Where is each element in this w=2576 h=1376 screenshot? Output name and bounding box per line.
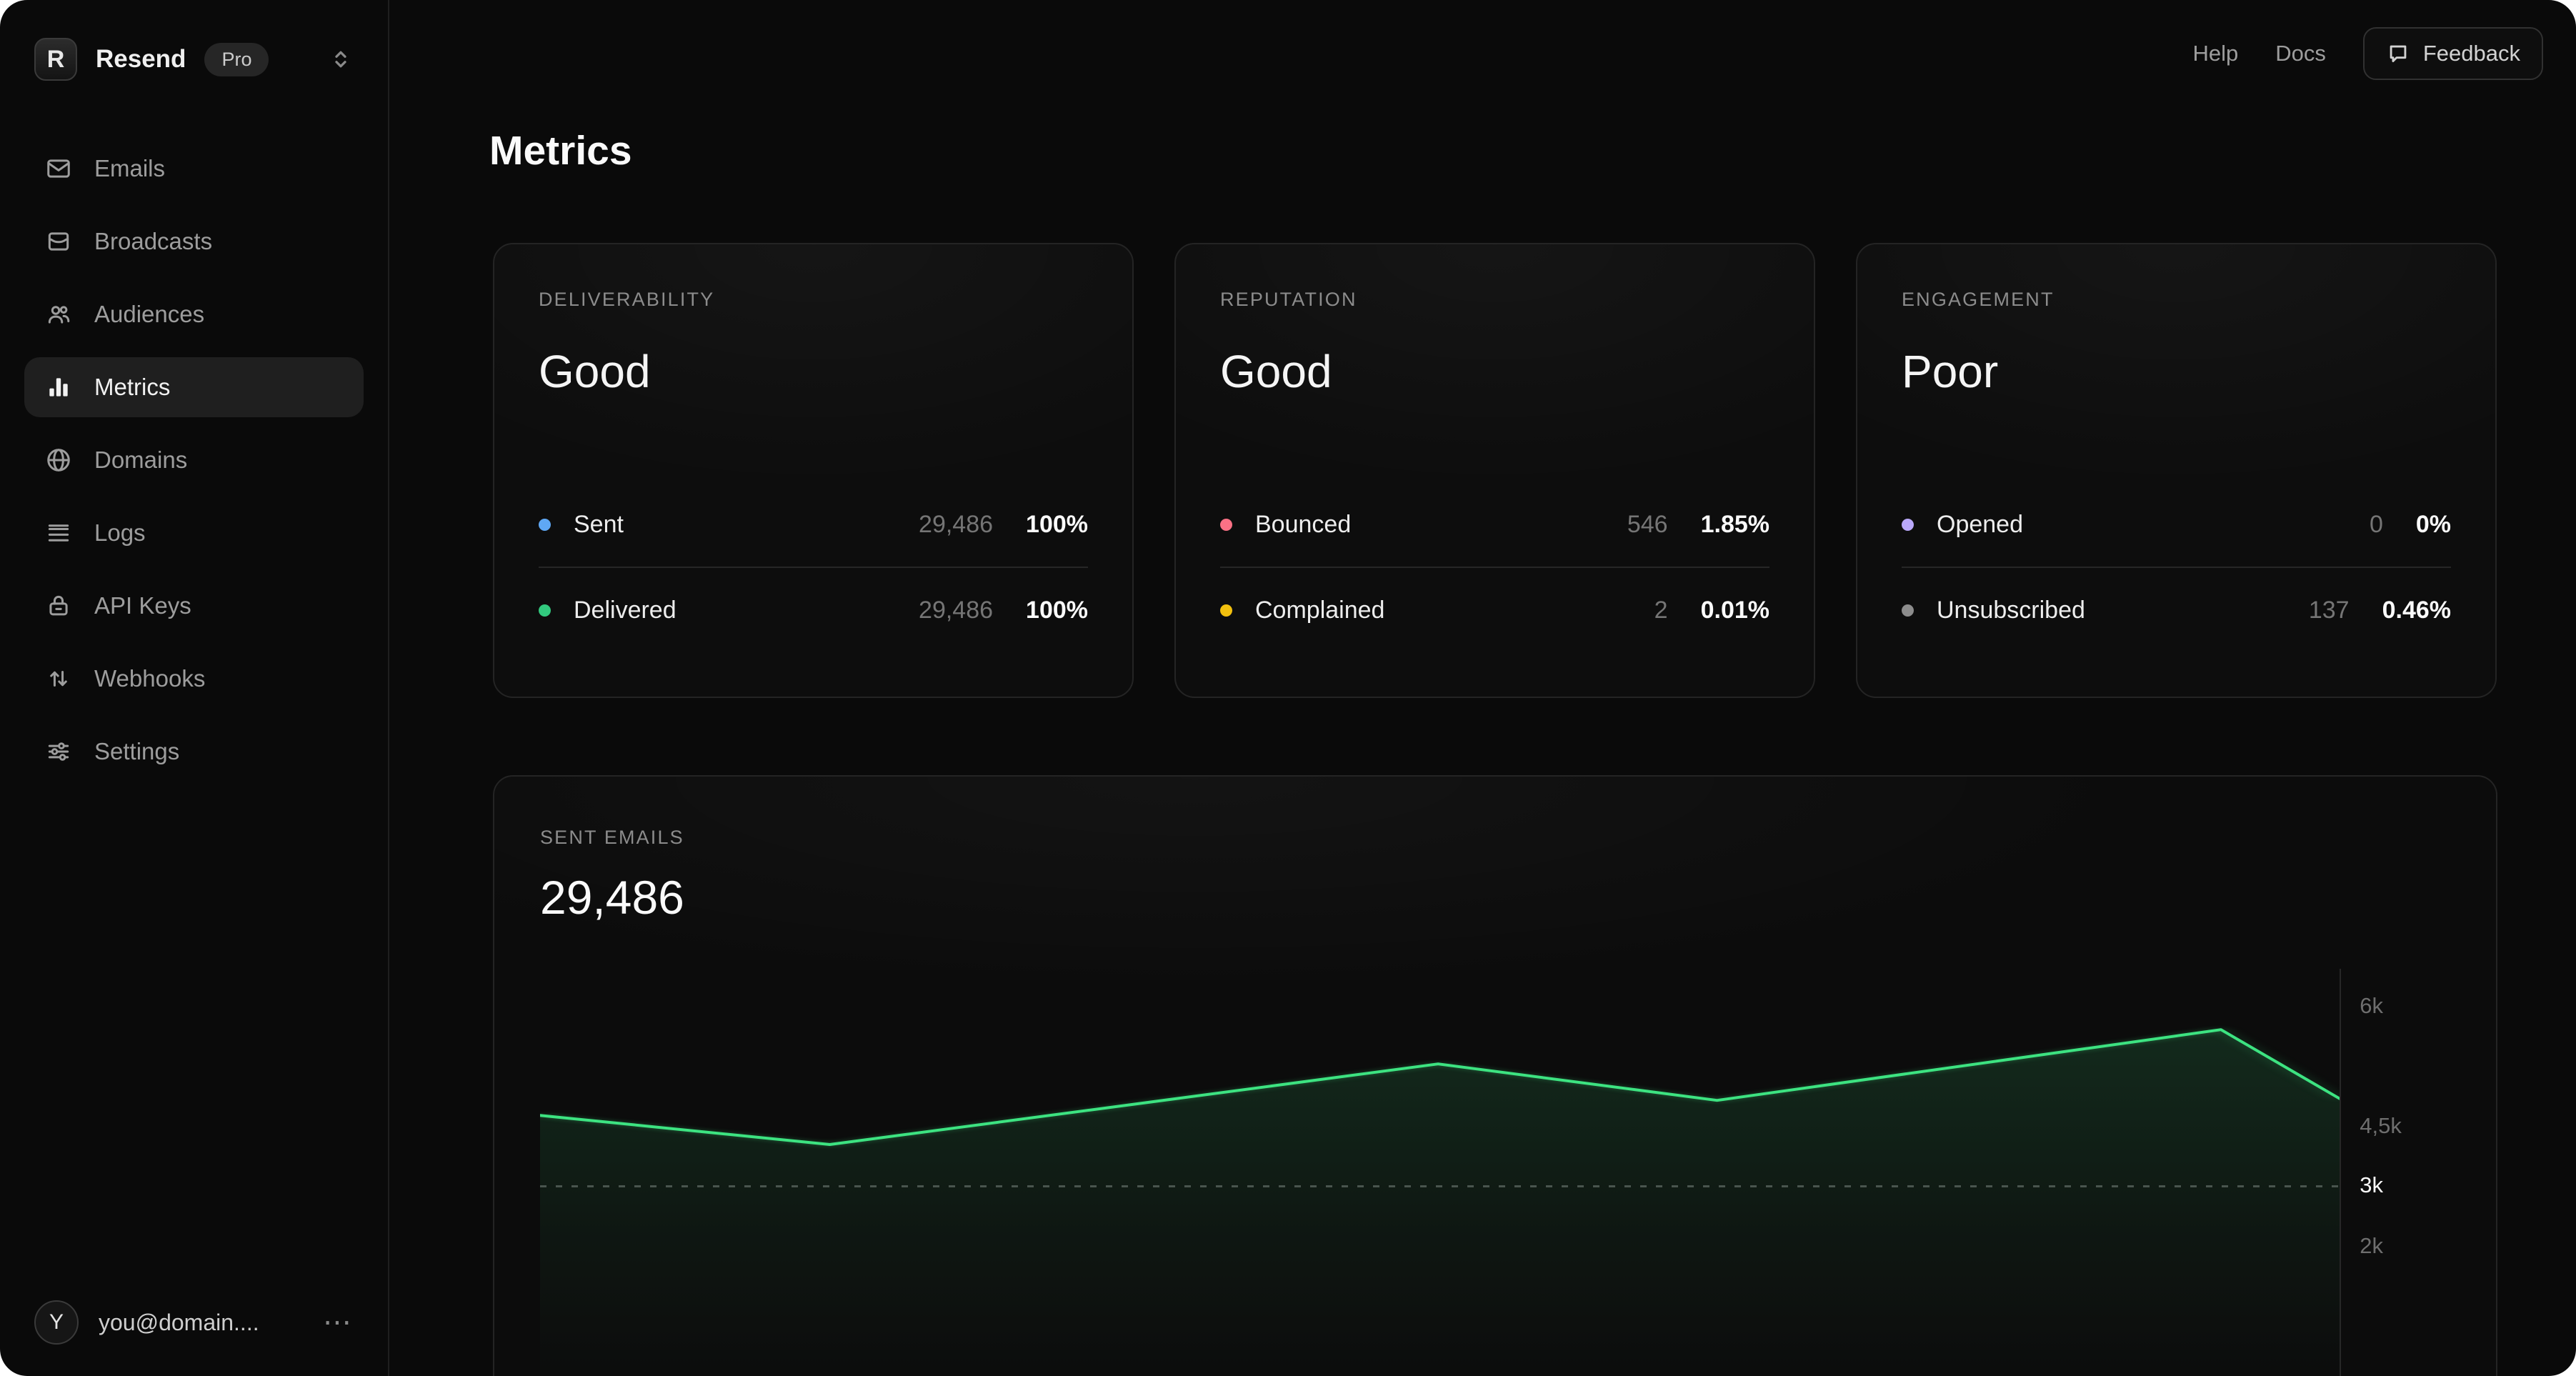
plan-badge: Pro (204, 42, 269, 76)
stat-row-unsubscribed: Unsubscribed 137 0.46% (1902, 568, 2451, 652)
y-tick-label: 3k (2360, 1172, 2383, 1197)
y-tick-label: 4,5k (2360, 1113, 2402, 1139)
metrics-icon (44, 373, 73, 402)
feedback-label: Feedback (2422, 41, 2520, 66)
sidebar-item-settings[interactable]: Settings (24, 722, 364, 782)
card-category: DELIVERABILITY (539, 289, 715, 310)
sidebar-item-label: Settings (94, 738, 180, 764)
legend-dot (1220, 604, 1232, 617)
chart-y-axis: 6k 4,5k 3k 2k (2340, 969, 2450, 1376)
sent-emails-chart: 6k 4,5k 3k 2k (540, 969, 2450, 1376)
summary-cards: DELIVERABILITY Good Sent 29,486 100% Del… (493, 243, 2576, 698)
divider (539, 567, 1088, 568)
sidebar-item-label: Domains (94, 447, 188, 473)
sidebar-item-label: Logs (94, 519, 146, 546)
sidebar-item-broadcasts[interactable]: Broadcasts (24, 211, 364, 271)
legend-dot (539, 604, 551, 617)
sidebar-item-label: Broadcasts (94, 228, 213, 254)
card-status: Poor (1902, 346, 1999, 397)
stat-row-opened: Opened 0 0% (1902, 482, 2451, 567)
sidebar-item-logs[interactable]: Logs (24, 503, 364, 563)
sidebar-item-label: Emails (94, 155, 166, 181)
card-status: Good (539, 346, 651, 397)
sidebar-item-emails[interactable]: Emails (24, 139, 364, 199)
brand-name: Resend (96, 45, 186, 73)
sent-emails-card: SENT EMAILS 29,486 (493, 775, 2497, 1376)
sidebar-item-domains[interactable]: Domains (24, 430, 364, 490)
divider (1902, 567, 2451, 568)
chart-line (540, 1029, 2340, 1145)
deliverability-card: DELIVERABILITY Good Sent 29,486 100% Del… (493, 243, 1134, 698)
y-tick-label: 6k (2360, 993, 2383, 1019)
docs-link[interactable]: Docs (2275, 41, 2326, 66)
sent-emails-total: 29,486 (540, 871, 684, 924)
legend-dot (1902, 518, 1914, 531)
sidebar-item-label: API Keys (94, 592, 191, 619)
arrows-up-down-icon (44, 664, 73, 693)
broadcasts-icon (44, 227, 73, 256)
domains-icon (44, 446, 73, 474)
sidebar-item-api-keys[interactable]: API Keys (24, 576, 364, 636)
resend-logo: R (34, 38, 77, 81)
main-content: Help Docs Feedback Metrics DELIVERABILIT… (389, 0, 2576, 1376)
sliders-icon (44, 737, 73, 766)
workspace-switcher[interactable]: R Resend Pro (34, 36, 354, 83)
lock-icon (44, 592, 73, 620)
card-rows: Sent 29,486 100% Delivered 29,486 100% (539, 482, 1088, 652)
avatar: Y (34, 1300, 79, 1345)
card-rows: Bounced 546 1.85% Complained 2 0.01% (1220, 482, 1769, 652)
sidebar-item-label: Webhooks (94, 665, 206, 692)
engagement-card: ENGAGEMENT Poor Opened 0 0% Unsubscribed… (1856, 243, 2497, 698)
stat-row-complained: Complained 2 0.01% (1220, 568, 1769, 652)
card-category: ENGAGEMENT (1902, 289, 2055, 310)
sidebar-item-webhooks[interactable]: Webhooks (24, 649, 364, 709)
feedback-button[interactable]: Feedback (2362, 27, 2543, 80)
user-email: you@domain.... (99, 1309, 259, 1335)
card-category: SENT EMAILS (540, 827, 684, 848)
sidebar-item-metrics[interactable]: Metrics (24, 357, 364, 417)
page-title: Metrics (489, 128, 632, 174)
emails-icon (44, 154, 73, 183)
card-status: Good (1220, 346, 1332, 397)
reputation-card: REPUTATION Good Bounced 546 1.85% Compla… (1174, 243, 1815, 698)
sidebar: R Resend Pro Emails Broadcasts Audiences (0, 0, 389, 1376)
divider (1220, 567, 1769, 568)
sidebar-nav: Emails Broadcasts Audiences Metrics Doma… (24, 139, 364, 782)
topbar: Help Docs Feedback (2192, 27, 2543, 80)
card-category: REPUTATION (1220, 289, 1357, 310)
legend-dot (1902, 604, 1914, 617)
sidebar-item-audiences[interactable]: Audiences (24, 284, 364, 344)
logs-icon (44, 519, 73, 547)
user-account-row[interactable]: Y you@domain.... ⋯ (24, 1300, 364, 1345)
stat-row-delivered: Delivered 29,486 100% (539, 568, 1088, 652)
audiences-icon (44, 300, 73, 329)
unfold-chevrons-icon[interactable] (328, 46, 354, 72)
chart-plot-area (540, 969, 2340, 1376)
help-link[interactable]: Help (2192, 41, 2239, 66)
y-tick-label: 2k (2360, 1233, 2383, 1259)
chart-area-fill (540, 1029, 2340, 1376)
card-rows: Opened 0 0% Unsubscribed 137 0.46% (1902, 482, 2451, 652)
sidebar-item-label: Audiences (94, 301, 205, 327)
stat-row-sent: Sent 29,486 100% (539, 482, 1088, 567)
legend-dot (539, 518, 551, 531)
stat-row-bounced: Bounced 546 1.85% (1220, 482, 1769, 567)
legend-dot (1220, 518, 1232, 531)
sent-chart-svg (540, 969, 2340, 1376)
feedback-bubble-icon (2386, 41, 2410, 66)
sidebar-item-label: Metrics (94, 374, 171, 400)
